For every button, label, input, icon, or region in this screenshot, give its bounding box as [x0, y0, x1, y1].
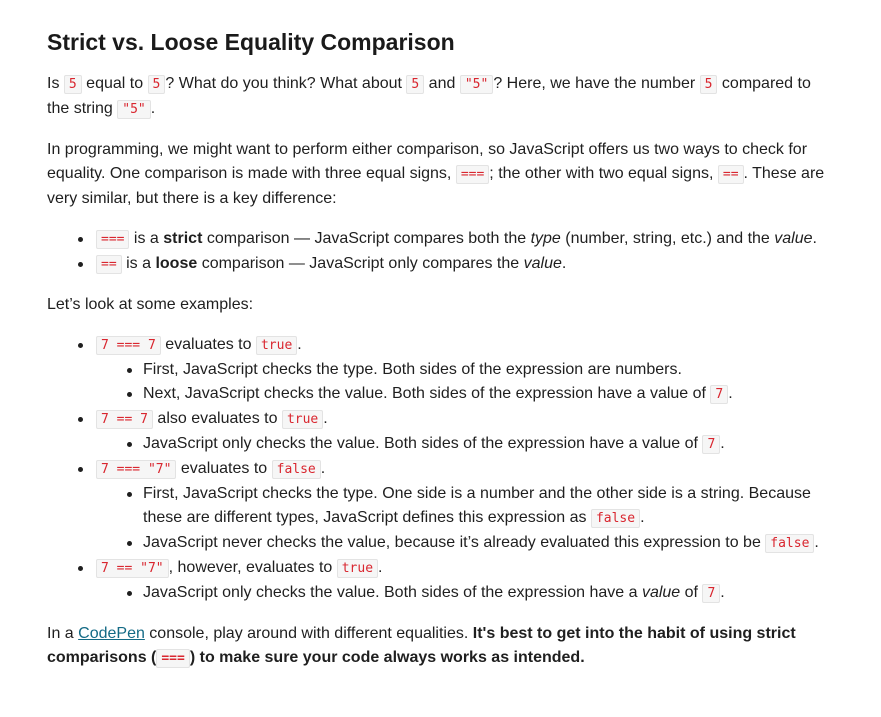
list-item: Next, JavaScript checks the value. Both …	[96, 382, 837, 407]
list-text: .	[720, 584, 725, 601]
list-text: .	[720, 435, 725, 452]
list-item: JavaScript only checks the value. Both s…	[96, 581, 837, 606]
programming-text: . These are very similar, but there is a…	[47, 165, 825, 207]
programming-text: In programming, we might want to perform…	[47, 141, 808, 182]
inline-code: "5"	[117, 100, 151, 119]
list-text: First, JavaScript checks the type. One s…	[143, 485, 811, 526]
list-text: comparison — JavaScript only compares th…	[197, 255, 524, 272]
list-text: JavaScript only checks the value. Both s…	[143, 584, 642, 601]
bold-text: strict	[163, 230, 203, 247]
list-item: First, JavaScript checks the type. Both …	[96, 358, 837, 382]
inline-code: ==	[717, 165, 744, 184]
inline-code: 7 === "7"	[96, 460, 177, 479]
list-text: .	[297, 336, 302, 353]
intro-text: ? Here, we have the number	[493, 75, 700, 92]
intro-text: Is	[47, 75, 64, 92]
intro-text: and	[424, 75, 460, 92]
intro-paragraph: Is 5 equal to 5? What do you think? What…	[47, 72, 837, 122]
sub-list: First, JavaScript checks the type. One s…	[96, 482, 837, 556]
list-text: JavaScript never checks the value, becau…	[143, 534, 766, 551]
inline-code: 5	[147, 75, 166, 94]
list-text: of	[680, 584, 703, 601]
list-text: .	[728, 385, 733, 402]
inline-code: 7 == 7	[96, 410, 153, 429]
programming-paragraph: In programming, we might want to perform…	[47, 138, 837, 211]
outro-text: console, play around with different equa…	[144, 625, 473, 642]
sub-list: JavaScript only checks the value. Both s…	[96, 581, 837, 606]
examples-list: 7 === 7 evaluates to true. First, JavaSc…	[47, 333, 837, 606]
italic-text: value	[641, 584, 681, 601]
inline-code: 5	[699, 75, 718, 94]
list-text: JavaScript only checks the value. Both s…	[143, 435, 703, 452]
inline-code: 5	[406, 75, 425, 94]
inline-code: true	[336, 559, 379, 578]
inline-code: true	[255, 336, 298, 355]
list-item: 7 == "7", however, evaluates to true. Ja…	[47, 556, 837, 606]
sub-list: First, JavaScript checks the type. Both …	[96, 358, 837, 407]
list-text: (number, string, etc.) and the	[560, 230, 775, 247]
intro-text: compared to the string	[47, 75, 811, 117]
list-item: 7 == 7 also evaluates to true. JavaScrip…	[47, 407, 837, 457]
inline-code: ===	[156, 649, 190, 668]
bold-text: loose	[155, 255, 198, 272]
inline-code: false	[271, 460, 321, 479]
list-text: .	[323, 410, 328, 427]
inline-code: ==	[96, 255, 122, 274]
list-text: comparison — JavaScript compares both th…	[202, 230, 531, 247]
intro-text: .	[150, 100, 156, 117]
list-item: === is a strict comparison — JavaScript …	[47, 227, 837, 252]
bold-text: It's best to get into the habit of using…	[47, 625, 796, 666]
page-title: Strict vs. Loose Equality Comparison	[47, 29, 455, 55]
inline-code: 7	[702, 435, 721, 454]
list-text: evaluates to	[176, 460, 272, 477]
inline-code: ===	[96, 230, 130, 249]
programming-text: ; the other with two equal signs,	[489, 165, 718, 182]
outro-paragraph: In a CodePen console, play around with d…	[47, 622, 837, 671]
differences-list: === is a strict comparison — JavaScript …	[47, 227, 837, 277]
list-text: also evaluates to	[152, 410, 282, 427]
list-item: First, JavaScript checks the type. One s…	[96, 482, 837, 531]
inline-code: 7 === 7	[96, 336, 161, 355]
list-text: .	[812, 230, 817, 247]
intro-text: equal to	[81, 75, 148, 92]
list-text: .	[320, 460, 326, 477]
intro-text: ? What do you think? What about	[165, 75, 407, 92]
list-text: Next, JavaScript checks the value. Both …	[143, 385, 711, 402]
sub-list: JavaScript only checks the value. Both s…	[96, 432, 837, 457]
list-text: evaluates to	[160, 336, 256, 353]
inline-code: 7 == "7"	[96, 559, 169, 578]
bold-text: It's best to get into the habit of using…	[47, 625, 796, 668]
list-text: .	[640, 509, 645, 526]
italic-text: value	[774, 230, 813, 247]
list-text: .	[814, 534, 819, 551]
list-item: 7 === 7 evaluates to true. First, JavaSc…	[47, 333, 837, 407]
list-item: 7 === "7" evaluates to false. First, Jav…	[47, 457, 837, 556]
list-text: .	[378, 559, 383, 576]
list-text: is a	[129, 230, 164, 247]
list-text: , however, evaluates to	[168, 559, 337, 576]
list-item: JavaScript only checks the value. Both s…	[96, 432, 837, 457]
codepen-link[interactable]: CodePen	[78, 625, 145, 642]
examples-intro: Let’s look at some examples:	[47, 296, 254, 313]
inline-code: false	[765, 534, 815, 553]
inline-code: false	[590, 509, 641, 528]
list-item: JavaScript never checks the value, becau…	[96, 531, 837, 556]
inline-code: 7	[702, 584, 721, 603]
bold-text: ) to make sure your code always works as…	[189, 649, 585, 666]
list-text: First, JavaScript checks the type. Both …	[143, 361, 682, 378]
list-text: is a	[121, 255, 156, 272]
inline-code: 7	[710, 385, 729, 404]
inline-code: true	[281, 410, 324, 429]
inline-code: "5"	[459, 75, 494, 94]
article: Strict vs. Loose Equality Comparison Is …	[47, 29, 837, 671]
italic-text: type	[530, 230, 561, 247]
inline-code: 5	[63, 75, 82, 94]
italic-text: value	[523, 255, 562, 272]
outro-text: In a	[47, 625, 79, 642]
inline-code: ===	[455, 165, 490, 184]
list-text: .	[561, 255, 567, 272]
list-item: == is a loose comparison — JavaScript on…	[47, 252, 837, 277]
